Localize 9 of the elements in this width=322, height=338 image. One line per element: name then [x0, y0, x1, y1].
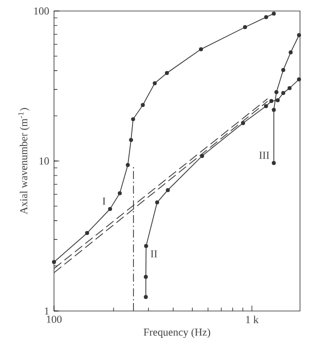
y-tick-label: 1	[44, 307, 49, 315]
x-axis-title: Frequency (Hz)	[144, 328, 210, 338]
series-label: III	[259, 152, 270, 159]
x-tick-label: 1 k	[246, 316, 259, 324]
y-tick-label: 10	[40, 157, 49, 165]
series-label: I	[102, 198, 106, 205]
y-tick-label: 100	[34, 7, 49, 15]
y-axis-title: Axial wavenumber (m$^{-1}$)	[18, 108, 30, 214]
series-label: II	[150, 250, 158, 258]
